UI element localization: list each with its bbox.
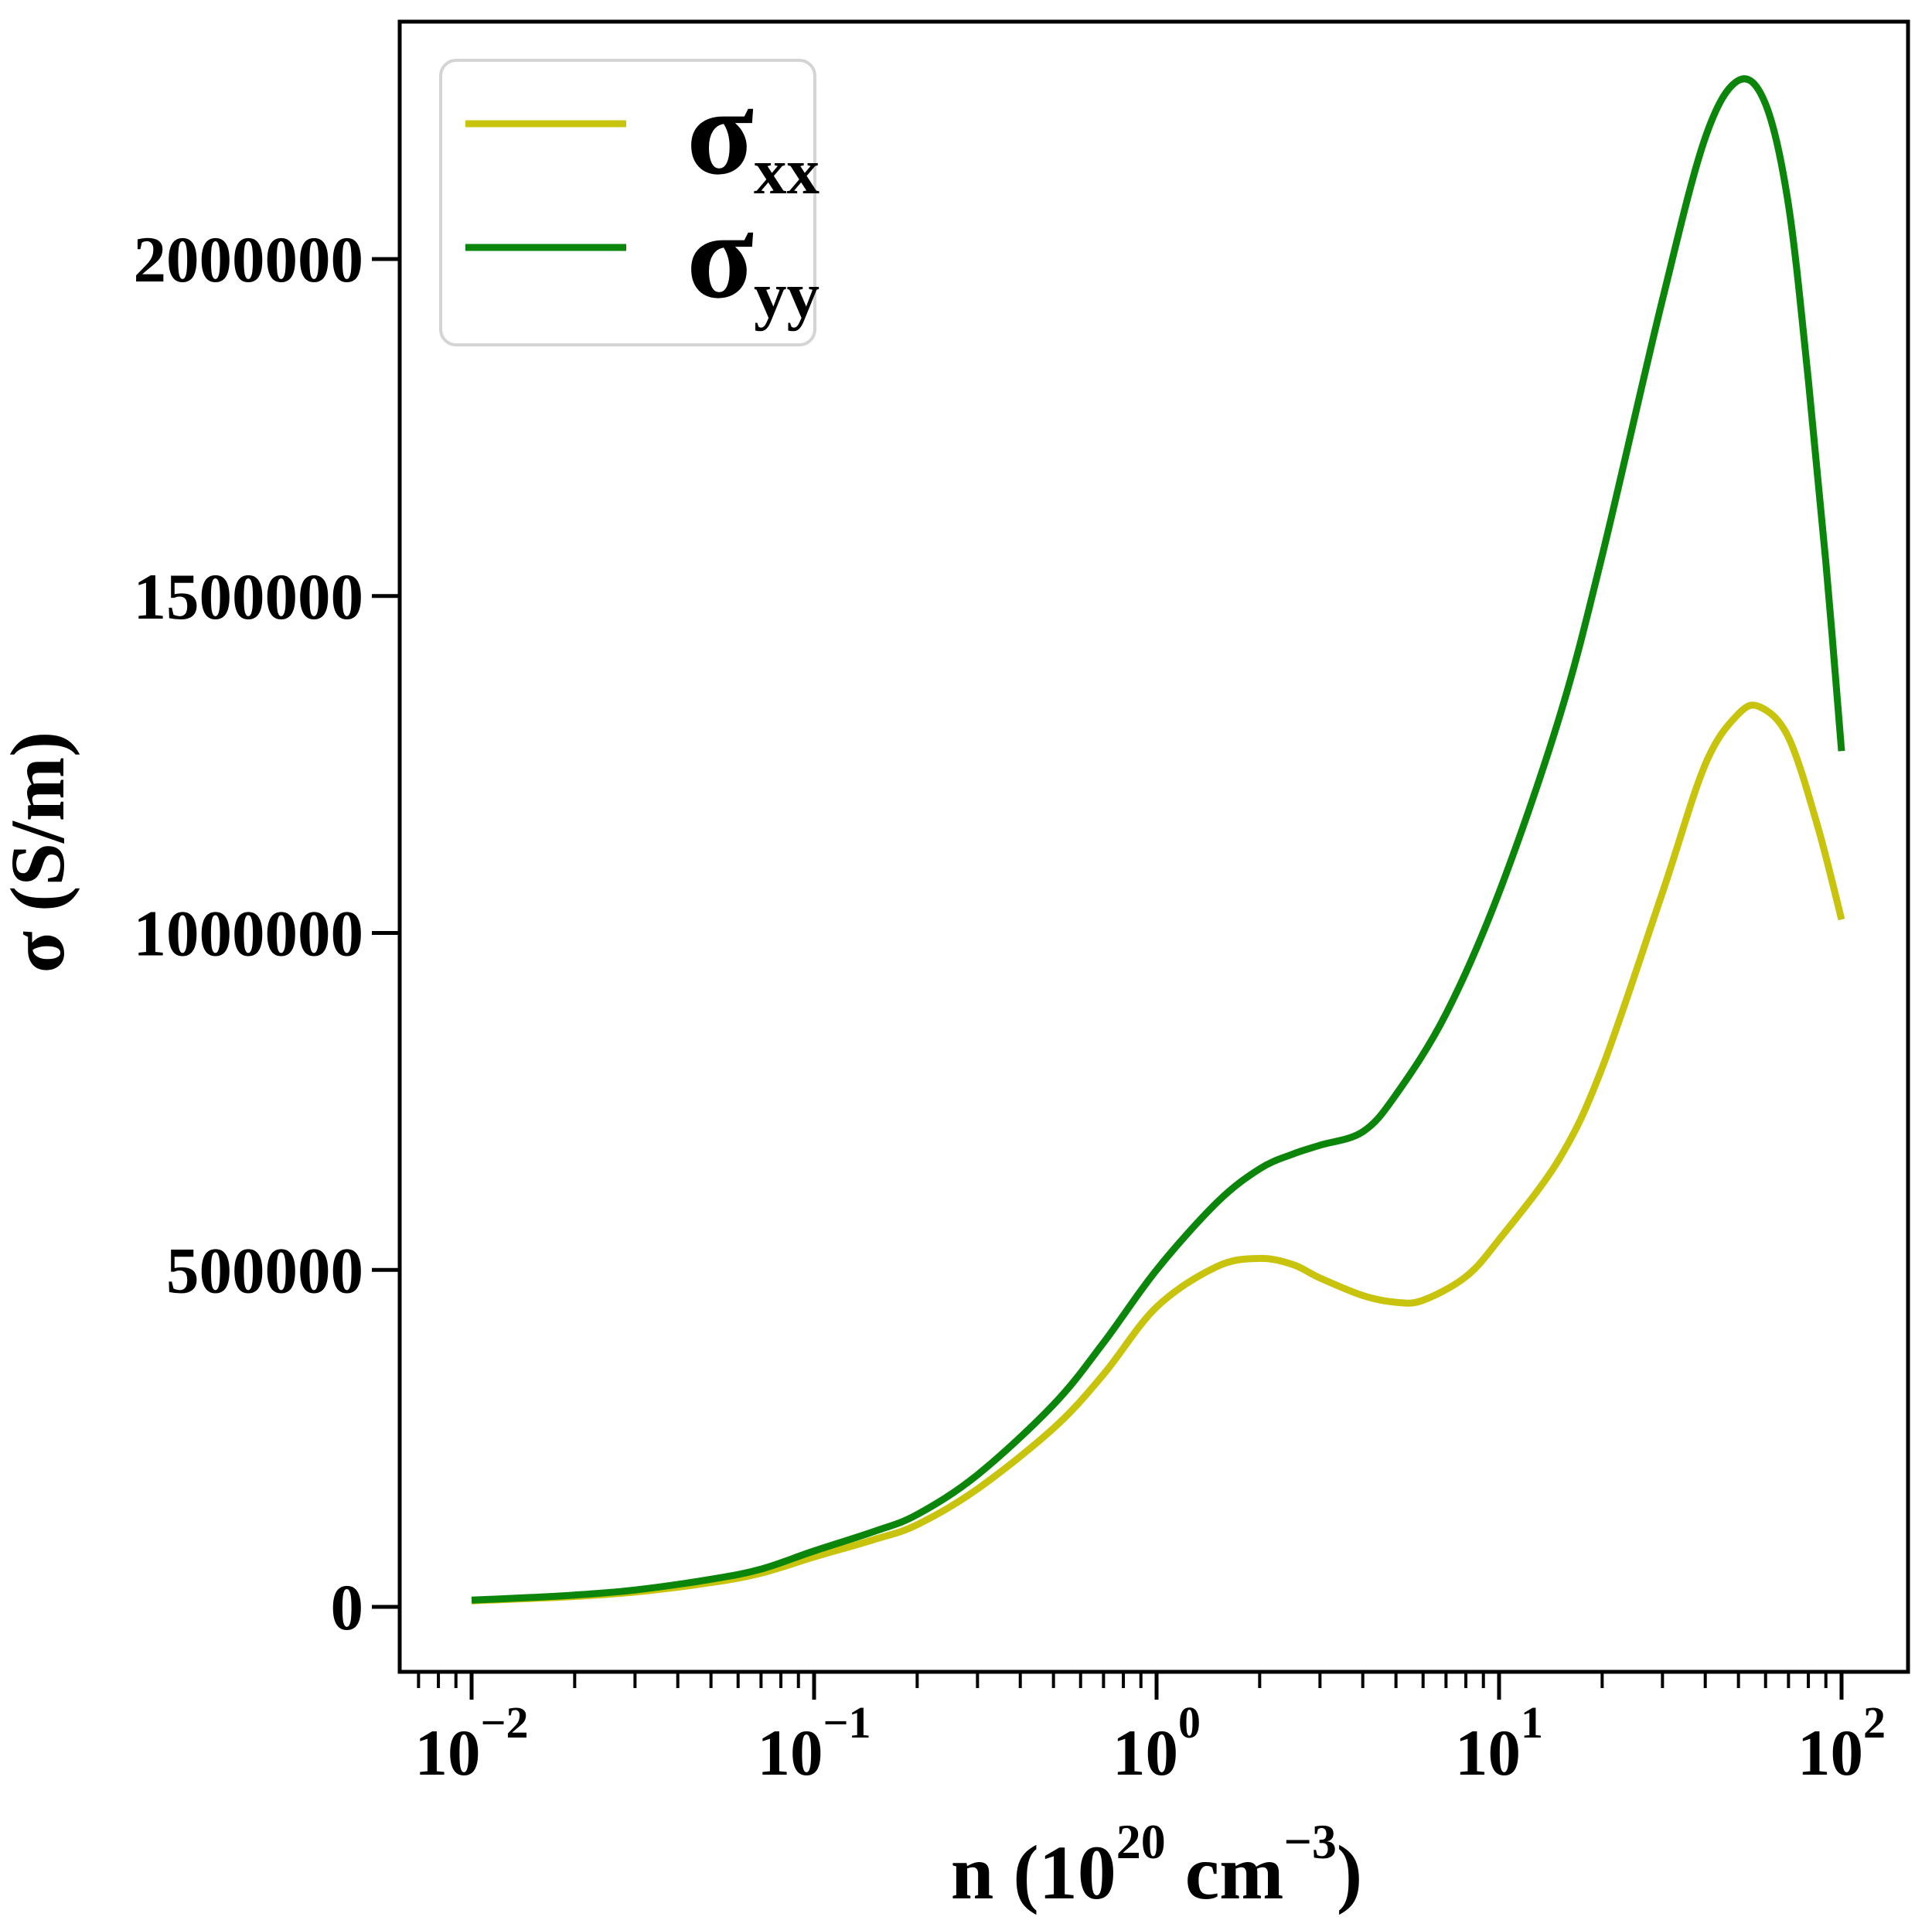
- x-tick-label: 10−2: [414, 1697, 528, 1789]
- x-axis: 10−2 10−1 100 101 102: [414, 1672, 1886, 1789]
- y-axis-label: σ (S/m): [0, 732, 80, 974]
- y-tick-label: 500000: [166, 1234, 363, 1307]
- y-tick-label: 0: [331, 1571, 364, 1644]
- y-tick-label: 1000000: [134, 898, 364, 970]
- legend-label-sigma-yy: σyy: [687, 186, 819, 332]
- x-tick-label: 100: [1113, 1697, 1201, 1789]
- x-axis-label-text: n (1020 cm−3): [951, 1814, 1362, 1915]
- legend-box: [439, 59, 816, 346]
- curve-sigma_xx: [471, 701, 1845, 1605]
- y-tick-label: 2000000: [134, 223, 364, 296]
- x-tick-label: 10−1: [757, 1697, 871, 1789]
- x-tick-label: 101: [1455, 1697, 1543, 1789]
- legend-label-sigma-xx: σxx: [687, 63, 820, 208]
- y-tick-label: 1500000: [134, 561, 364, 633]
- curve-sigma_yy: [471, 75, 1845, 1604]
- plot-border: [397, 19, 1910, 1674]
- x-tick-label: 102: [1797, 1697, 1886, 1789]
- y-axis: 0 500000 1000000 1500000 2000000: [134, 223, 400, 1644]
- x-axis-label: n (1020 cm−3): [951, 1814, 1362, 1915]
- series-curves: [471, 75, 1845, 1605]
